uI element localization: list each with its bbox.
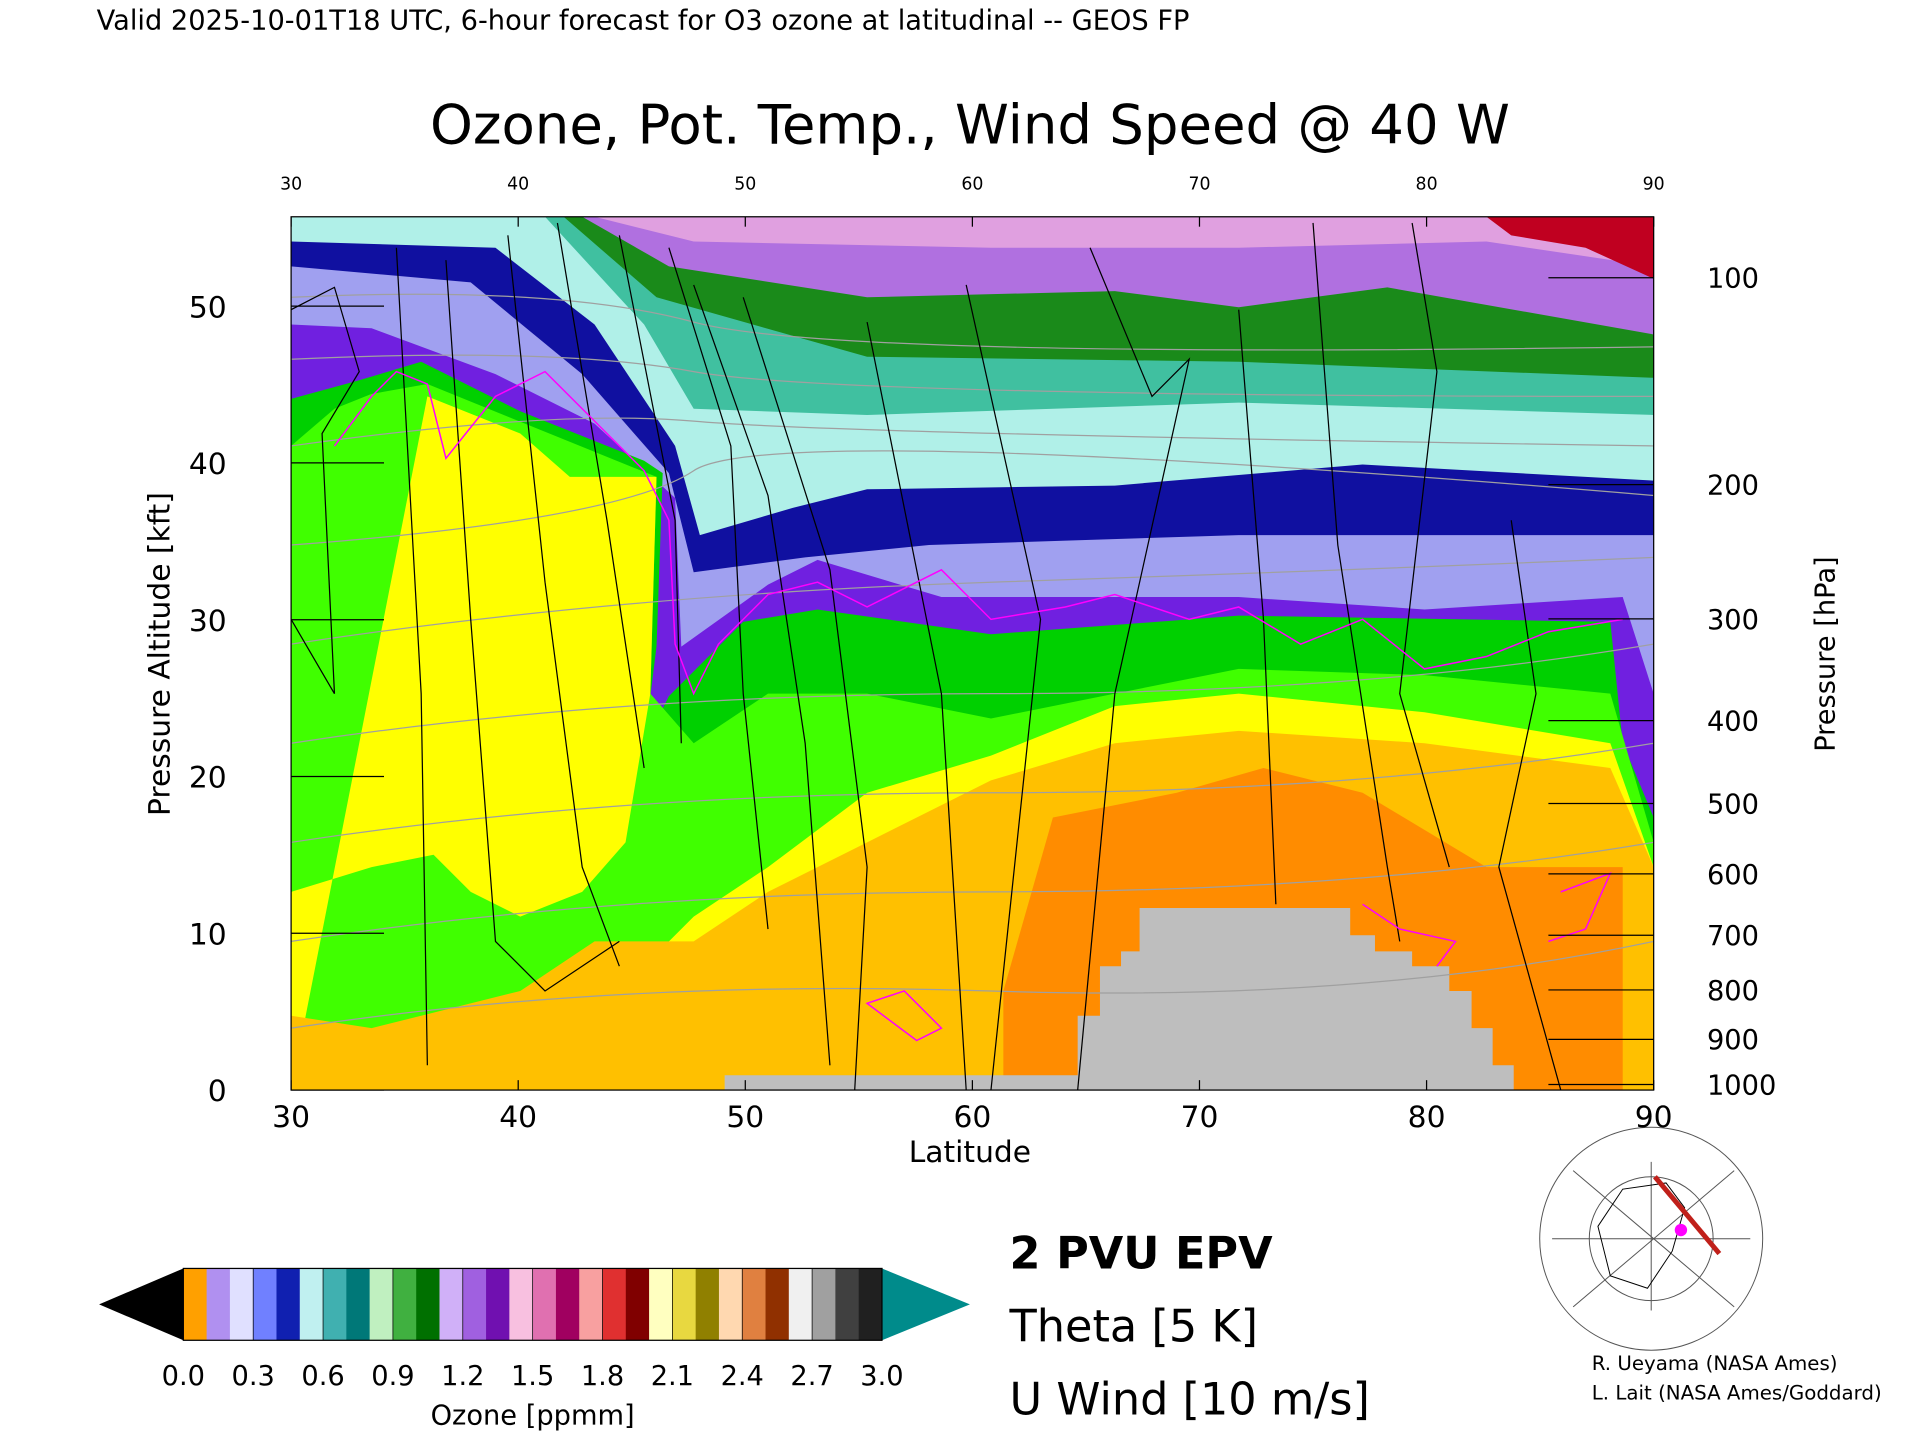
y-tick-label: 10: [189, 917, 227, 952]
colorbar-swatch: [718, 1268, 743, 1341]
y2-tick-label: 100: [1707, 264, 1759, 295]
colorbar-tick-label: 3.0: [860, 1361, 903, 1392]
top-tick-label: 70: [1188, 175, 1210, 195]
colorbar-tick-label: 1.5: [511, 1361, 554, 1392]
colorbar-swatch: [788, 1268, 813, 1341]
colorbar-swatch: [346, 1268, 371, 1341]
colorbar-swatch: [625, 1268, 650, 1341]
x-tick-label: 60: [953, 1100, 991, 1135]
y2-tick-label: 400: [1707, 707, 1759, 738]
legend-entry: 2 PVU EPV: [1010, 1227, 1274, 1279]
topography: [724, 907, 1514, 1091]
y2-tick-label: 200: [1707, 471, 1759, 502]
colorbar-tick-label: 0.0: [162, 1361, 205, 1392]
top-tick-label: 50: [734, 175, 756, 195]
colorbar-swatch: [323, 1268, 347, 1341]
top-tick-label: 90: [1643, 175, 1665, 195]
credit: L. Lait (NASA Ames/Goddard): [1592, 1382, 1882, 1405]
y2-tick-label: 800: [1707, 976, 1759, 1007]
top-tick-label: 40: [507, 175, 529, 195]
top-tick-label: 60: [961, 175, 983, 195]
colorbar-swatch: [206, 1268, 231, 1341]
colorbar-under: [99, 1268, 184, 1341]
y2-tick-label: 500: [1707, 789, 1759, 820]
y-tick-label: 0: [208, 1074, 227, 1109]
map-inset: [1539, 1126, 1764, 1351]
y2-tick-label: 900: [1707, 1025, 1759, 1056]
colorbar-tick-label: 0.6: [301, 1361, 344, 1392]
colorbar-swatch: [765, 1268, 790, 1341]
colorbar-swatch: [416, 1268, 441, 1341]
colorbar-swatch: [742, 1268, 767, 1341]
colorbar-swatch: [532, 1268, 557, 1341]
credit: R. Ueyama (NASA Ames): [1592, 1352, 1838, 1375]
colorbar-swatch: [812, 1268, 837, 1341]
colorbar-tick-label: 2.1: [651, 1361, 694, 1392]
x-tick-label: 80: [1408, 1100, 1446, 1135]
colorbar-swatch: [462, 1268, 487, 1341]
colorbar-swatch: [439, 1268, 464, 1341]
legend-entry: Theta [5 K]: [1009, 1301, 1258, 1353]
colorbar-swatch: [276, 1268, 301, 1341]
y2-tick-label: 700: [1707, 921, 1759, 952]
colorbar-swatch: [602, 1268, 627, 1341]
colorbar-swatch: [858, 1268, 883, 1341]
theta-contours: [291, 293, 1654, 1029]
y-tick-label: 50: [189, 290, 227, 325]
colorbar-swatch: [555, 1268, 580, 1341]
x-tick-label: 50: [726, 1100, 764, 1135]
colorbar-swatch: [509, 1268, 534, 1341]
colorbar-swatch: [183, 1268, 208, 1341]
y2-tick-label: 300: [1707, 605, 1759, 636]
y2-axis-label: Pressure [hPa]: [1811, 556, 1842, 751]
colorbar-swatch: [392, 1268, 417, 1341]
colorbar-tick-label: 0.9: [371, 1361, 414, 1392]
y2-tick-label: 1000: [1707, 1070, 1776, 1101]
wind-contours: [291, 222, 1562, 1091]
x-axis-label: Latitude: [909, 1135, 1031, 1170]
colorbar-swatch: [672, 1268, 697, 1341]
colorbar-swatch: [695, 1268, 720, 1341]
top-tick-label: 80: [1416, 175, 1438, 195]
x-tick-label: 30: [272, 1100, 310, 1135]
colorbar-swatch: [649, 1268, 673, 1341]
y2-tick-label: 600: [1707, 860, 1759, 891]
colorbar-swatch: [253, 1268, 278, 1341]
x-tick-label: 70: [1181, 1100, 1219, 1135]
x-tick-label: 40: [499, 1100, 537, 1135]
top-tick-label: 30: [280, 175, 302, 195]
colorbar-tick-label: 0.3: [232, 1361, 275, 1392]
legend-entry: U Wind [10 m/s]: [1010, 1374, 1370, 1426]
header: Valid 2025-10-01T18 UTC, 6-hour forecast…: [97, 6, 1190, 37]
colorbar-tick-label: 2.4: [721, 1361, 764, 1392]
y-tick-label: 30: [189, 604, 227, 639]
colorbar-tick-label: 1.2: [441, 1361, 484, 1392]
field-layer: [1486, 216, 1654, 279]
y-tick-label: 20: [189, 761, 227, 796]
colorbar-swatch: [835, 1268, 860, 1341]
chart-title: Ozone, Pot. Temp., Wind Speed @ 40 W: [430, 93, 1510, 157]
x-tick-label: 90: [1635, 1100, 1673, 1135]
colorbar-over: [881, 1268, 970, 1341]
colorbar-swatch: [229, 1268, 254, 1341]
y-tick-label: 40: [189, 447, 227, 482]
pv-contour: [333, 370, 1623, 1042]
ozone-field: [291, 216, 1654, 1091]
colorbar-swatch: [369, 1268, 394, 1341]
colorbar-swatch: [299, 1268, 324, 1341]
colorbar-tick-label: 2.7: [790, 1361, 833, 1392]
colorbar-swatch: [486, 1268, 510, 1341]
colorbar-tick-label: 1.8: [581, 1361, 624, 1392]
colorbar-label: Ozone [ppmm]: [431, 1401, 635, 1432]
y-axis-label: Pressure Altitude [kft]: [143, 492, 178, 816]
colorbar-swatch: [579, 1268, 604, 1341]
